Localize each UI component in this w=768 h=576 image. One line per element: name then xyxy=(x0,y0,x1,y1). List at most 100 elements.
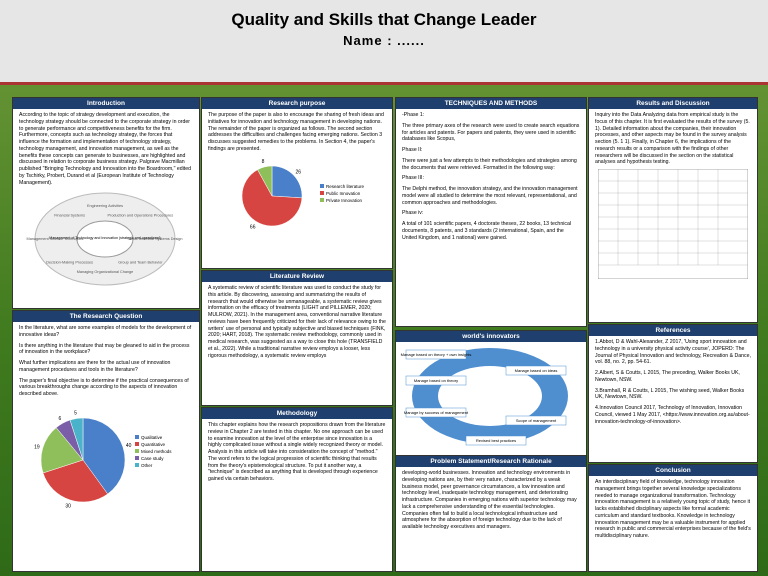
legend-swatch xyxy=(135,441,139,446)
pie-slice xyxy=(42,459,109,502)
heading: Problem Statement/Research Rationale xyxy=(396,456,586,467)
paragraph: 3.Bramhall, R & Coutts, L 2015, The wish… xyxy=(595,387,745,401)
paragraph: In the literature, what are some example… xyxy=(19,325,192,338)
diagram-label: Financial Systems xyxy=(54,214,85,218)
paragraph: The Delphi method, the innovation strate… xyxy=(402,186,578,206)
diagram: Manage based on theory + own insights Man… xyxy=(401,348,568,446)
text: Inquiry into the Data Analyzing data fro… xyxy=(595,112,750,166)
paragraph: A total of 101 scientific papers, 4 doct… xyxy=(402,221,571,241)
name: Name : ...... xyxy=(343,33,425,48)
legend-swatch xyxy=(320,197,324,202)
legend-swatch xyxy=(320,183,324,188)
title: Quality and Skills that Change Leader xyxy=(231,10,537,29)
paragraph: Phase iv: xyxy=(402,210,424,217)
introduction: Introduction According to the topic of s… xyxy=(12,97,200,309)
research-purpose: Research purpose The purpose of the pape… xyxy=(201,97,393,269)
legend-swatch xyxy=(135,448,139,453)
paragraph: There were just a few attempts to their … xyxy=(402,157,577,171)
legend-swatch xyxy=(320,190,324,195)
references: References 1.Abbot, D & Wahl-Alexander, … xyxy=(588,324,758,463)
data-label: 8 xyxy=(262,159,265,165)
diagram-label: Manage based on theory xyxy=(414,378,458,383)
label-box xyxy=(405,375,467,386)
legend-label: Private Innovation xyxy=(326,198,363,203)
heading: TECHNIQUES AND METHODS xyxy=(396,98,586,109)
text: In the literature, what are some example… xyxy=(13,322,199,405)
literature-review: Literature Review A systematic review of… xyxy=(201,270,393,406)
heading: References xyxy=(589,325,757,336)
paragraph: 2.Albert, S & Coutts, L 2015, The preced… xyxy=(595,370,740,383)
diagram-label: Socio-Technical Systems Design xyxy=(127,237,182,241)
heading: The Research Question xyxy=(13,311,199,322)
legend-label: Quantitative xyxy=(141,442,166,447)
paragraph: Phase III: xyxy=(402,175,424,182)
paragraph: 4.Innovation Council 2017, Technology of… xyxy=(595,405,750,425)
data-label: 26 xyxy=(295,169,301,175)
label-box xyxy=(505,415,567,426)
legend-label: Other xyxy=(141,463,153,468)
data-label: 66 xyxy=(250,224,256,230)
pie-slice xyxy=(241,168,303,226)
results: Results and Discussion Inquiry into the … xyxy=(588,97,758,323)
label-box xyxy=(505,365,567,376)
heading: Results and Discussion xyxy=(589,98,757,109)
legend-label: Case study xyxy=(141,456,164,461)
legend-label: Public Innovation xyxy=(326,191,361,196)
legend-swatch xyxy=(135,434,139,439)
inner-ring xyxy=(76,220,134,258)
label-box xyxy=(405,349,467,360)
diagram-label: Engineering Activities xyxy=(87,204,123,208)
diagram-label: Decision-Making Processes xyxy=(46,261,93,265)
research-question: The Research Question In the literature,… xyxy=(12,310,200,572)
text: The purpose of the paper is also to enco… xyxy=(208,112,384,152)
heading: Conclusion xyxy=(589,465,757,476)
diagram-label: Group and Team Behavior xyxy=(118,261,163,265)
problem-statement: Problem Statement/Research Rationale dev… xyxy=(395,455,587,572)
heading: Methodology xyxy=(202,408,392,419)
diagram-label: Production and Operations Procedures xyxy=(108,214,174,218)
diagram-label: Manage based on theory + own insights xyxy=(401,352,472,357)
data-label: 19 xyxy=(34,444,40,450)
innovators: world's innovators Manage based on theor… xyxy=(395,330,587,456)
diagram: Management of Technology and Innovation … xyxy=(27,192,183,286)
text: According to the topic of strategy devel… xyxy=(19,112,192,186)
legend-label: Research literature xyxy=(326,184,365,189)
conclusion: Conclusion An interdisciplinary field of… xyxy=(588,464,758,572)
data-label: 5 xyxy=(74,410,77,416)
paragraph: -Phase 1: xyxy=(402,112,425,118)
data-label: 30 xyxy=(65,503,71,509)
legend-swatch xyxy=(135,462,139,467)
text: 1.Abbot, D & Wahl-Alexander, Z 2017, 'Us… xyxy=(589,336,757,432)
center-label: Management of Technology and Innovation … xyxy=(49,236,160,240)
legend-swatch xyxy=(135,455,139,460)
diagram-label: Manage by success of management xyxy=(404,410,469,415)
table-figure xyxy=(597,168,749,280)
diagram-label: Manage based on ideas xyxy=(515,368,558,373)
heading: Introduction xyxy=(13,98,199,109)
pie-slice xyxy=(82,417,126,495)
table-grid xyxy=(598,169,748,266)
diagram-label: Revised best practices xyxy=(476,438,516,443)
diagram-label: Scope of management xyxy=(516,418,557,423)
legend-label: Qualitative xyxy=(141,435,163,440)
data-label: 6 xyxy=(58,416,61,422)
text: This chapter explains how the research p… xyxy=(208,422,386,482)
methodology: Methodology This chapter explains how th… xyxy=(201,407,393,572)
paragraph: 1.Abbot, D & Wahl-Alexander, Z 2017, 'Us… xyxy=(595,339,751,366)
heading: Research purpose xyxy=(202,98,392,109)
pie-chart: 26 Research literature 66 Public Innovation… xyxy=(241,159,365,230)
paragraph: What further implications are there for … xyxy=(19,360,171,373)
pie-slice xyxy=(40,427,84,474)
header: Quality and Skills that Change Leader Na… xyxy=(0,0,768,85)
techniques: TECHNIQUES AND METHODS -Phase 1: The thre… xyxy=(395,97,587,327)
text: developing-world businesses. Innovation … xyxy=(402,470,577,530)
diagram-label: Management Science Techniques xyxy=(27,237,84,241)
data-label: 40 xyxy=(126,443,132,449)
pie-slice xyxy=(271,165,303,198)
text: -Phase 1: The three primary axes of the r… xyxy=(396,109,586,248)
pie-chart: 40 Qualitative 30 Quantitative 19 Mixed metho… xyxy=(34,410,172,509)
paragraph: The paper's final objective is to determ… xyxy=(19,377,189,398)
pie-slice xyxy=(69,417,84,460)
label-box xyxy=(465,435,527,446)
legend-label: Mixed methods xyxy=(141,449,172,454)
